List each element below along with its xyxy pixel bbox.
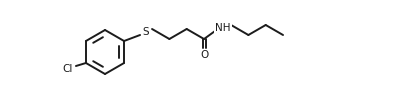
- Text: NH: NH: [215, 23, 231, 33]
- Text: S: S: [143, 27, 149, 37]
- Text: Cl: Cl: [63, 64, 73, 74]
- Text: O: O: [200, 50, 208, 60]
